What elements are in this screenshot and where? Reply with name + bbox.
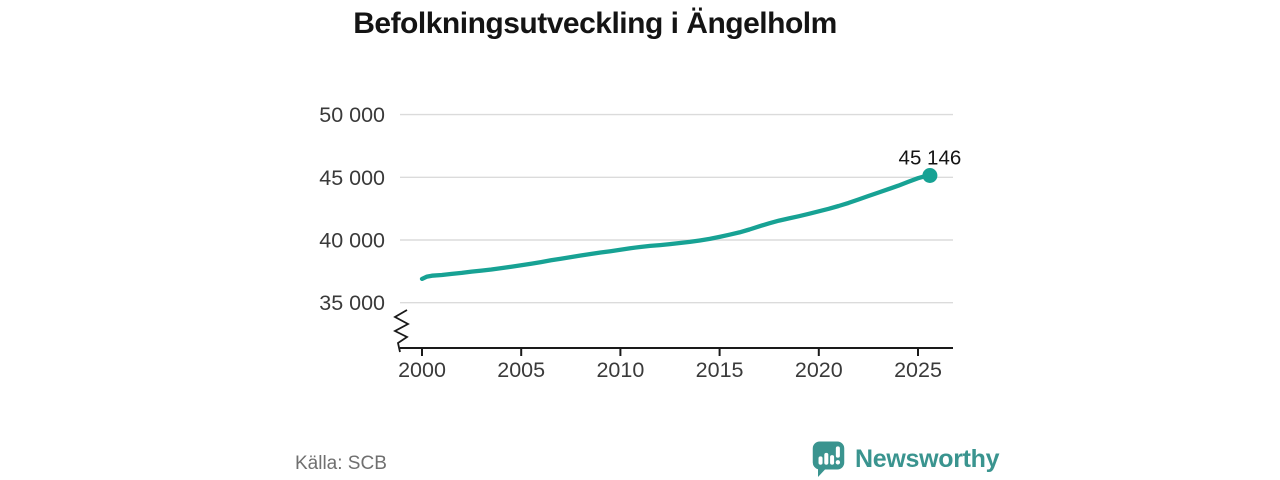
x-tick-label: 2005 <box>497 358 545 382</box>
x-tick-label: 2000 <box>398 358 446 382</box>
y-tick-label: 50 000 <box>319 103 385 127</box>
latest-point-marker <box>922 168 938 183</box>
latest-value-label: 45 146 <box>899 147 962 170</box>
source-note: Källa: SCB <box>295 453 387 474</box>
x-tick-label: 2025 <box>894 358 942 382</box>
population-line <box>419 173 933 282</box>
page-title: Befolkningsutveckling i Ängelholm <box>353 7 837 40</box>
x-tick-label: 2010 <box>596 358 644 382</box>
x-tick-label: 2015 <box>696 358 744 382</box>
x-tick-label: 2020 <box>795 358 843 382</box>
newsworthy-logo-text: Newsworthy <box>855 444 1000 473</box>
y-tick-label: 35 000 <box>319 291 385 315</box>
newsworthy-logo[interactable]: Newsworthy <box>811 439 1000 479</box>
y-axis-break-icon <box>393 309 410 353</box>
newsworthy-bars-icon <box>812 441 845 477</box>
y-tick-label: 45 000 <box>319 166 385 190</box>
y-tick-label: 40 000 <box>319 229 385 253</box>
